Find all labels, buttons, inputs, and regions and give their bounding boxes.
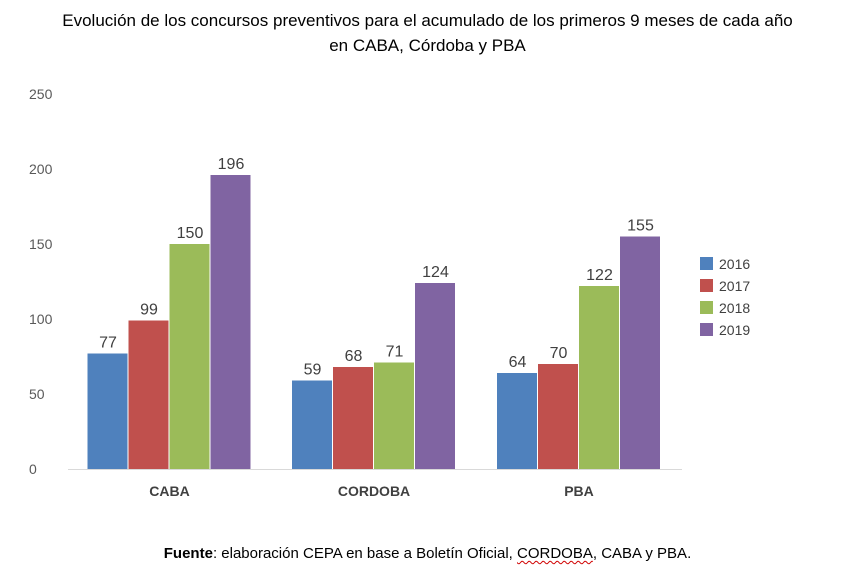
- y-tick-label: 50: [29, 386, 45, 402]
- bar-pba-2019: [620, 236, 660, 469]
- bar-caba-2019: [210, 175, 251, 469]
- bar-caba-2016: [87, 353, 128, 469]
- bar-cordoba-2017: [333, 367, 373, 469]
- data-label: 122: [586, 267, 613, 284]
- data-label: 150: [177, 225, 204, 242]
- footer-underlined-word: CORDOBA: [517, 545, 593, 562]
- legend-label: 2017: [719, 278, 750, 294]
- data-label: 155: [627, 218, 654, 235]
- y-tick-label: 0: [29, 461, 37, 477]
- data-label: 59: [304, 362, 322, 379]
- x-category-label: PBA: [564, 483, 594, 499]
- data-label: 99: [140, 302, 158, 319]
- chart-title: Evolución de los concursos preventivos p…: [20, 8, 835, 58]
- y-tick-label: 150: [29, 236, 53, 252]
- legend-swatch: [700, 279, 713, 292]
- chart-title-line-1: Evolución de los concursos preventivos p…: [62, 11, 793, 30]
- bar-cordoba-2016: [292, 380, 332, 469]
- bar-caba-2018: [169, 244, 210, 469]
- data-label: 68: [345, 348, 363, 365]
- legend-label: 2016: [719, 256, 750, 272]
- legend-swatch: [700, 323, 713, 336]
- x-category-label: CABA: [149, 483, 189, 499]
- y-tick-label: 100: [29, 311, 53, 327]
- footer-label: Fuente: [163, 545, 213, 562]
- x-category-label: CORDOBA: [338, 483, 410, 499]
- legend-swatch: [700, 257, 713, 270]
- chart-title-line-2: en CABA, Córdoba y PBA: [329, 36, 526, 55]
- data-label: 124: [422, 264, 449, 281]
- data-label: 71: [386, 344, 404, 361]
- data-label: 64: [509, 354, 527, 371]
- bar-pba-2016: [497, 373, 537, 469]
- y-tick-label: 200: [29, 161, 53, 177]
- legend-label: 2019: [719, 322, 750, 338]
- source-footer: Fuente: elaboración CEPA en base a Bolet…: [0, 545, 855, 562]
- footer-text-before: : elaboración CEPA en base a Boletín Ofi…: [212, 545, 518, 562]
- legend-swatch: [700, 301, 713, 314]
- legend-label: 2018: [719, 300, 750, 316]
- bar-cordoba-2019: [415, 283, 455, 469]
- bar-caba-2017: [128, 320, 169, 469]
- footer-text-after: , CABA y PBA.: [592, 545, 692, 562]
- data-label: 77: [99, 335, 117, 352]
- bar-cordoba-2018: [374, 362, 414, 469]
- bar-pba-2018: [579, 286, 619, 469]
- data-label: 196: [218, 156, 245, 173]
- y-tick-label: 250: [29, 86, 53, 102]
- data-label: 70: [550, 345, 568, 362]
- bar-pba-2017: [538, 364, 578, 469]
